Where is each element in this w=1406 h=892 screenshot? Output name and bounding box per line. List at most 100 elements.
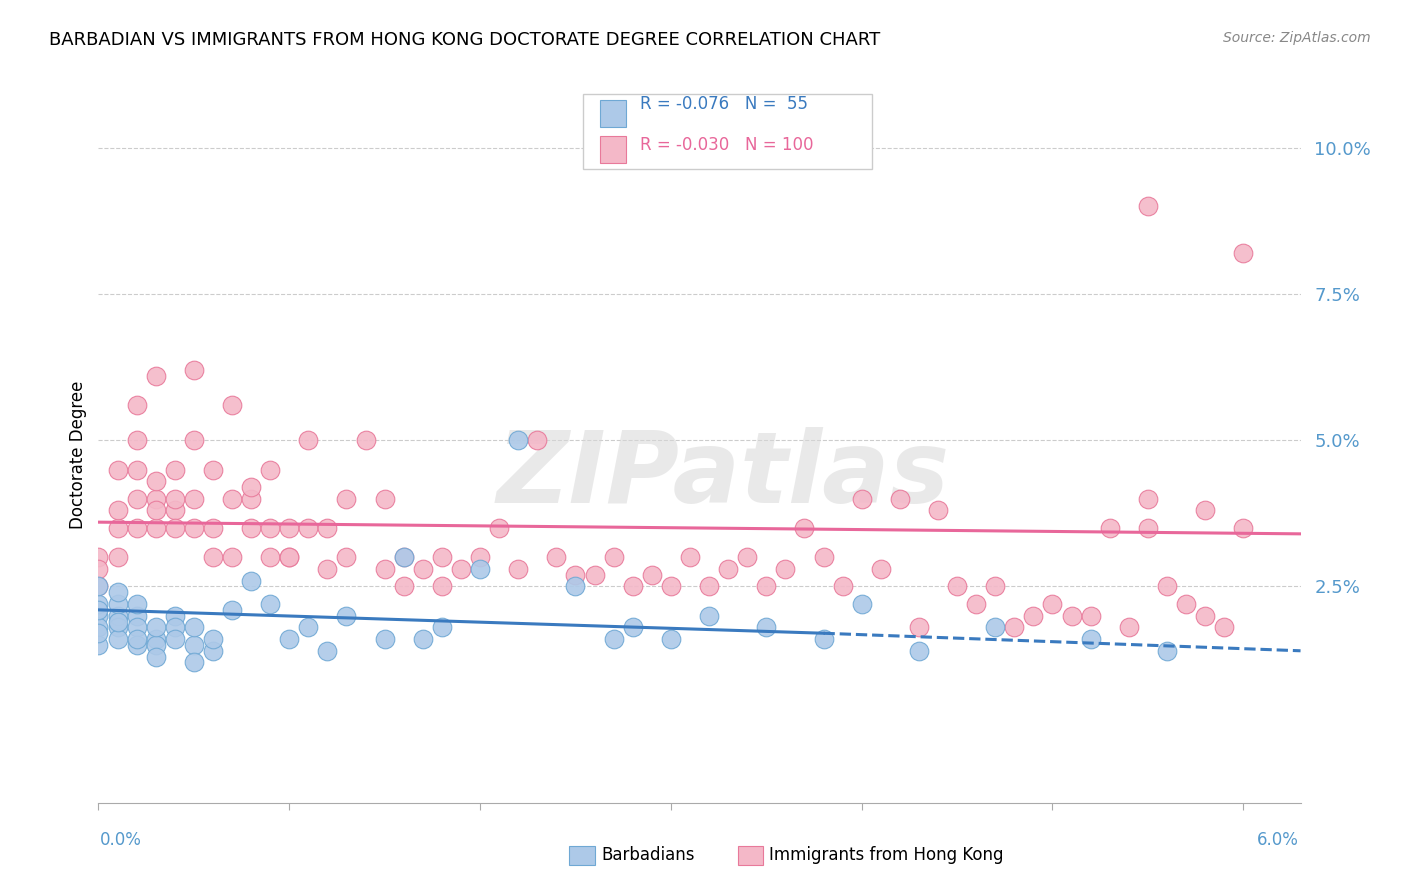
Point <box>183 638 205 652</box>
Point <box>125 632 148 646</box>
Point <box>297 521 319 535</box>
Point <box>107 521 129 535</box>
Point <box>278 632 301 646</box>
Point <box>163 608 186 623</box>
Text: Barbadians: Barbadians <box>602 846 696 863</box>
Point <box>201 644 224 658</box>
Point <box>125 608 148 623</box>
Point <box>125 521 148 535</box>
Point <box>1194 608 1216 623</box>
Point <box>145 503 167 517</box>
Point <box>240 574 263 588</box>
Point <box>392 550 415 565</box>
Point <box>717 562 740 576</box>
Point <box>564 579 586 593</box>
Point <box>564 567 586 582</box>
Point <box>813 632 835 646</box>
Point <box>1136 199 1159 213</box>
Point <box>526 434 548 448</box>
Point <box>430 550 453 565</box>
Text: ZIPatlas: ZIPatlas <box>496 427 950 524</box>
Point <box>145 620 167 634</box>
Point <box>412 562 434 576</box>
Point <box>755 620 778 634</box>
Point <box>755 579 778 593</box>
Point <box>869 562 891 576</box>
Point <box>240 480 263 494</box>
Point <box>735 550 758 565</box>
Text: R = -0.030   N = 100: R = -0.030 N = 100 <box>640 136 813 153</box>
Point <box>107 632 129 646</box>
Point <box>1080 632 1102 646</box>
Text: Immigrants from Hong Kong: Immigrants from Hong Kong <box>769 846 1004 863</box>
Point <box>259 550 281 565</box>
Point <box>965 597 987 611</box>
Point <box>221 550 243 565</box>
Point <box>927 503 949 517</box>
Point <box>1156 644 1178 658</box>
Point <box>107 550 129 565</box>
Point <box>392 579 415 593</box>
Point <box>374 632 396 646</box>
Point <box>107 620 129 634</box>
Point <box>508 562 530 576</box>
Point <box>508 434 530 448</box>
Point <box>87 550 110 565</box>
Point <box>430 620 453 634</box>
Point <box>546 550 568 565</box>
Point <box>1156 579 1178 593</box>
Text: BARBADIAN VS IMMIGRANTS FROM HONG KONG DOCTORATE DEGREE CORRELATION CHART: BARBADIAN VS IMMIGRANTS FROM HONG KONG D… <box>49 31 880 49</box>
Point <box>335 608 357 623</box>
Point <box>641 567 664 582</box>
Point <box>201 550 224 565</box>
Point <box>1136 491 1159 506</box>
Point <box>278 550 301 565</box>
Point <box>374 491 396 506</box>
Point <box>450 562 472 576</box>
Point <box>316 521 339 535</box>
Point <box>87 562 110 576</box>
Point <box>221 398 243 412</box>
Point <box>107 503 129 517</box>
Point <box>1213 620 1236 634</box>
Point <box>488 521 510 535</box>
Point <box>1118 620 1140 634</box>
Point <box>697 579 720 593</box>
Point <box>107 615 129 629</box>
Point <box>259 462 281 476</box>
Point <box>107 585 129 599</box>
Point <box>297 434 319 448</box>
Point <box>183 363 205 377</box>
Point <box>87 603 110 617</box>
Point <box>125 434 148 448</box>
Text: Source: ZipAtlas.com: Source: ZipAtlas.com <box>1223 31 1371 45</box>
Point <box>107 462 129 476</box>
Point <box>316 562 339 576</box>
Point <box>621 620 644 634</box>
Point <box>163 503 186 517</box>
Point <box>125 462 148 476</box>
Point <box>793 521 815 535</box>
Point <box>145 521 167 535</box>
Point <box>468 562 491 576</box>
Point <box>1080 608 1102 623</box>
Point <box>1042 597 1064 611</box>
Point <box>679 550 702 565</box>
Point <box>163 632 186 646</box>
Point <box>335 491 357 506</box>
Point <box>374 562 396 576</box>
Point <box>145 369 167 384</box>
Point <box>125 620 148 634</box>
Point <box>1002 620 1025 634</box>
Point <box>1098 521 1121 535</box>
Point <box>145 638 167 652</box>
Point <box>87 597 110 611</box>
Point <box>1060 608 1083 623</box>
Point <box>145 474 167 488</box>
Point <box>278 550 301 565</box>
Point <box>602 550 624 565</box>
Point <box>107 597 129 611</box>
Point <box>183 521 205 535</box>
Point <box>183 656 205 670</box>
Point <box>87 620 110 634</box>
